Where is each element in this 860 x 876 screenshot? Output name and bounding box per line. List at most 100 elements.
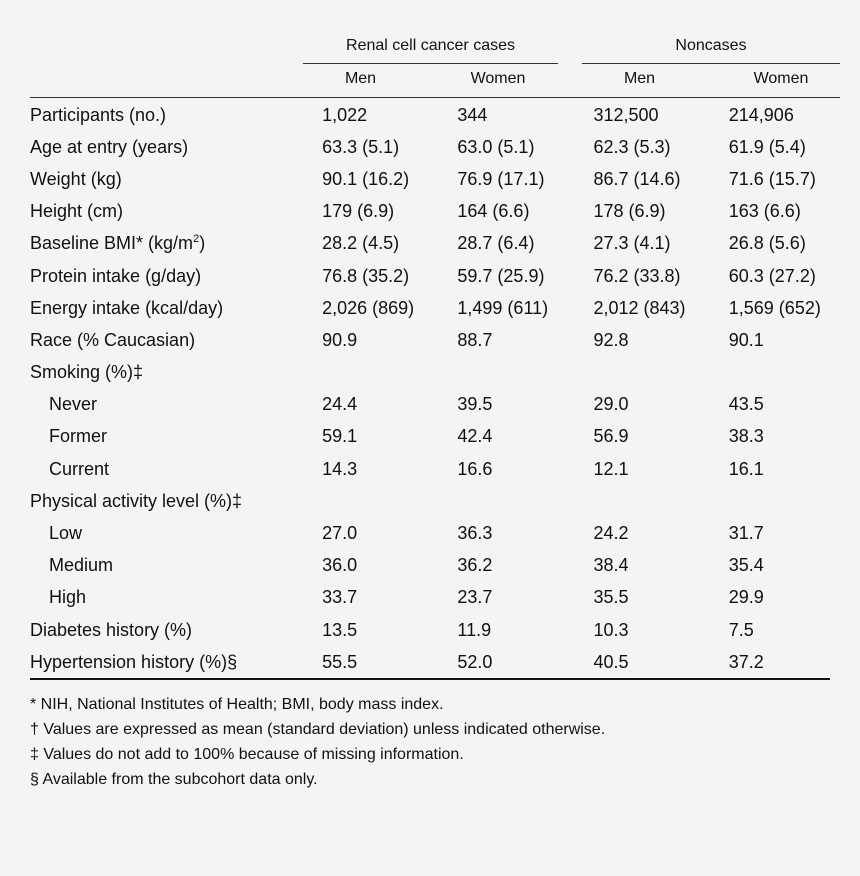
row-label: Smoking (%)‡ (30, 357, 322, 389)
row-label: High (30, 582, 322, 614)
table-cell: 11.9 (457, 619, 492, 640)
row-label-text: Protein intake (g/day) (30, 265, 202, 286)
subheader-cases-women: Women (470, 70, 526, 87)
row-label: Energy intake (kcal/day) (30, 292, 322, 324)
footnotes: * NIH, National Institutes of Health; BM… (30, 692, 605, 792)
table-row: Participants (no.) 1,022 344 312,500 214,906 (30, 99, 830, 131)
table-row: Medium 36.0 36.2 38.4 35.4 (30, 550, 830, 582)
group-header-noncases: Noncases (675, 37, 747, 54)
table-row: Hypertension history (%)§ 55.5 52.0 40.5 37.… (30, 646, 830, 678)
subheader-cases-men: Men (344, 70, 377, 87)
table-cell: 29.9 (728, 587, 764, 608)
footnote-values: † Values are expressed as mean (standard… (30, 721, 606, 738)
table-cell: 16.6 (457, 458, 493, 479)
table-row: Height (cm) 179 (6.9) 164 (6.6) 178 (6.9) 16… (30, 196, 830, 228)
table-cell: 1,022 (322, 104, 368, 125)
row-label: Low (30, 517, 322, 549)
table-cell: 63.3 (5.1) (322, 136, 400, 157)
row-label-text: Height (cm) (30, 201, 124, 222)
table-cell: 28.2 (4.5) (322, 233, 400, 254)
table-cell: 36.2 (457, 555, 493, 576)
table-cell (322, 485, 457, 517)
table-cell: 86.7 (14.6) (593, 168, 681, 189)
table-row: Protein intake (g/day) 76.8 (35.2) 59.7 (2… (30, 260, 830, 292)
table-cell: 62.3 (5.3) (593, 136, 671, 157)
table-cell (322, 357, 457, 389)
table-cell: 92.8 (593, 329, 629, 350)
row-label-text: Participants (no.) (30, 104, 167, 125)
table-cell: 90.1 (16.2) (322, 168, 410, 189)
header-rule (30, 97, 840, 98)
row-label-text: Race (% Caucasian) (30, 329, 196, 350)
table-row: Diabetes history (%) 13.5 11.9 10.3 7.5 (30, 614, 830, 646)
table-row: Low 27.0 36.3 24.2 31.7 (30, 517, 830, 549)
table-cell: 7.5 (728, 619, 754, 640)
table-cell: 13.5 (322, 619, 358, 640)
table-cell: 55.5 (322, 651, 358, 672)
table-row: Former 59.1 42.4 56.9 38.3 (30, 421, 830, 453)
row-label-text: Medium (49, 555, 114, 576)
row-label: Baseline BMI* (kg/m2) (30, 228, 322, 260)
table-cell: 1,569 (652) (728, 297, 821, 318)
table-cell: 33.7 (322, 587, 358, 608)
table-row: Never 24.4 39.5 29.0 43.5 (30, 389, 830, 421)
table-cell: 178 (6.9) (593, 201, 666, 222)
table-cell: 37.2 (728, 651, 764, 672)
group-rule-noncases (582, 63, 840, 64)
row-label: Physical activity level (%)‡ (30, 485, 322, 517)
table-cell: 2,012 (843) (593, 297, 686, 318)
table-cell: 36.3 (457, 523, 493, 544)
table-cell: 52.0 (457, 651, 493, 672)
table-cell (457, 485, 593, 517)
row-label-text: Never (49, 394, 98, 415)
table-cell: 163 (6.6) (728, 201, 801, 222)
group-rule-cases (303, 63, 558, 64)
table-cell: 179 (6.9) (322, 201, 395, 222)
row-label: Former (30, 421, 322, 453)
table-cell: 312,500 (593, 104, 659, 125)
table-row: High 33.7 23.7 35.5 29.9 (30, 582, 830, 614)
group-header-cases: Renal cell cancer cases (346, 37, 515, 54)
table-cell: 35.4 (728, 555, 764, 576)
table-cell: 90.1 (728, 329, 764, 350)
table-cell (593, 357, 728, 389)
data-table: Participants (no.) 1,022 344 312,500 214,906… (30, 99, 830, 678)
row-label: Medium (30, 550, 322, 582)
table-cell: 61.9 (5.4) (728, 136, 806, 157)
table-cell: 42.4 (457, 426, 493, 447)
row-label-text: High (49, 587, 87, 608)
table-row: Physical activity level (%)‡ (30, 485, 830, 517)
table-cell: 76.8 (35.2) (322, 265, 410, 286)
table-bottom-rule (30, 678, 830, 680)
table-row: Baseline BMI* (kg/m2) 28.2 (4.5) 28.7 (6.4… (30, 228, 830, 260)
table-cell: 71.6 (15.7) (728, 168, 816, 189)
row-label: Never (30, 389, 322, 421)
table-cell: 59.1 (322, 426, 358, 447)
footnote-nih: * NIH, National Institutes of Health; BM… (30, 696, 444, 713)
table-cell (729, 357, 830, 389)
table-cell: 76.2 (33.8) (593, 265, 681, 286)
subheader-noncases-women: Women (753, 70, 809, 87)
table-cell: 14.3 (322, 458, 358, 479)
table-cell: 1,499 (611) (457, 297, 549, 318)
table-cell: 24.2 (593, 523, 629, 544)
table-cell: 56.9 (593, 426, 629, 447)
table-cell: 40.5 (593, 651, 629, 672)
table-cell: 59.7 (25.9) (457, 265, 545, 286)
table-cell: 29.0 (593, 394, 629, 415)
table-cell: 12.1 (593, 458, 629, 479)
row-label-text: Age at entry (years) (30, 136, 189, 157)
table-cell (457, 357, 593, 389)
table-cell: 214,906 (728, 104, 794, 125)
table-cell: 36.0 (322, 555, 358, 576)
table-cell: 60.3 (27.2) (728, 265, 816, 286)
subheader-noncases-men: Men (623, 70, 656, 87)
table-cell: 2,026 (869) (322, 297, 415, 318)
table-cell: 164 (6.6) (457, 201, 530, 222)
row-label: Height (cm) (30, 196, 322, 228)
row-label-text: Weight (kg) (30, 168, 122, 189)
footnote-missing: ‡ Values do not add to 100% because of m… (30, 746, 464, 763)
table-row: Smoking (%)‡ (30, 357, 830, 389)
row-label-text: Current (49, 458, 110, 479)
table-cell (593, 485, 728, 517)
